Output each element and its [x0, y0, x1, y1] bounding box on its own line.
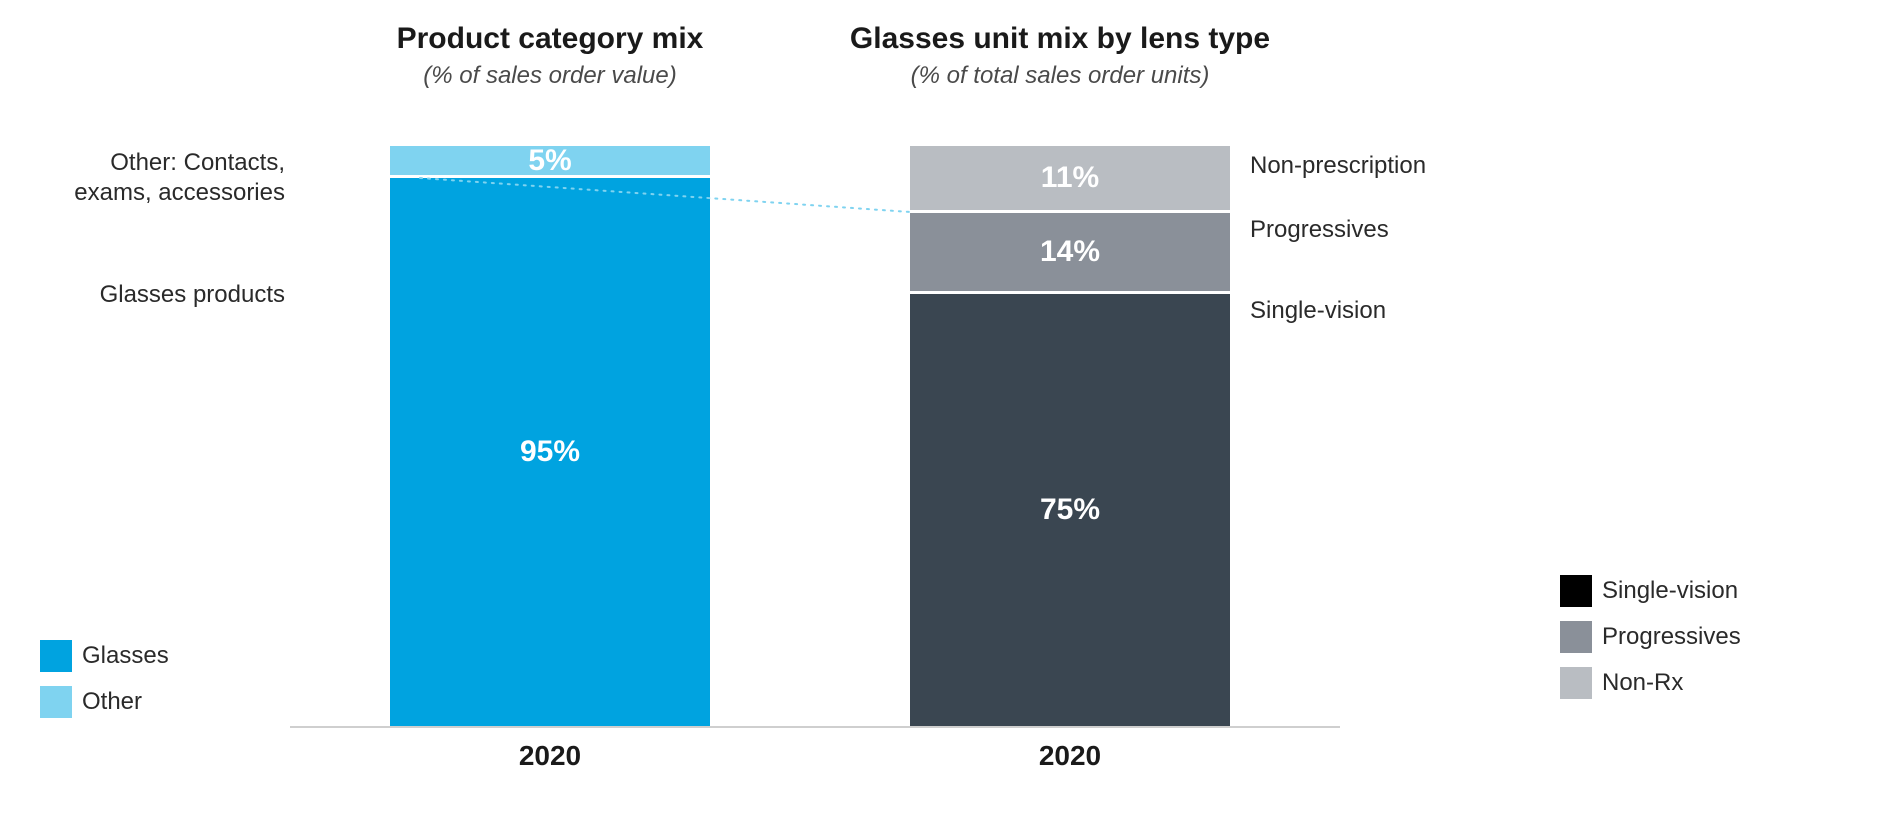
right-chart-title: Glasses unit mix by lens type: [850, 22, 1270, 56]
legend-right-item-1: Progressives: [1560, 621, 1741, 653]
right-seg-single_vision: 75%: [910, 291, 1230, 726]
legend-right-label-0: Single-vision: [1602, 577, 1738, 605]
left-category-label-1: Glasses products: [25, 280, 285, 310]
right-category-label-1: Progressives: [1250, 216, 1389, 244]
legend-right-label-1: Progressives: [1602, 623, 1741, 651]
right-bar: 75%14%11%: [910, 146, 1230, 726]
right-chart-subtitle: (% of total sales order units): [911, 62, 1210, 90]
left-x-label: 2020: [390, 740, 710, 772]
plot-area: 95%5%202075%14%11%2020: [290, 148, 1340, 728]
right-chart-titles: Glasses unit mix by lens type (% of tota…: [780, 22, 1340, 90]
left-bar: 95%5%: [390, 146, 710, 726]
legend-left-label-1: Other: [82, 688, 142, 716]
legend-left-swatch-1: [40, 686, 72, 718]
right-x-label: 2020: [910, 740, 1230, 772]
legend-right: Single-vision Progressives Non-Rx: [1560, 575, 1741, 699]
right-seg-progressives: 14%: [910, 210, 1230, 291]
left-seg-other: 5%: [390, 146, 710, 175]
left-chart-subtitle: (% of sales order value): [423, 62, 676, 90]
legend-right-item-0: Single-vision: [1560, 575, 1741, 607]
right-category-label-0: Non-prescription: [1250, 152, 1426, 180]
left-chart-title: Product category mix: [397, 22, 704, 56]
left-category-label-0: Other: Contacts,exams, accessories: [25, 148, 285, 208]
legend-left-swatch-0: [40, 640, 72, 672]
right-seg-non_rx: 11%: [910, 146, 1230, 210]
legend-right-swatch-2: [1560, 667, 1592, 699]
legend-left-label-0: Glasses: [82, 642, 169, 670]
legend-left: Glasses Other: [40, 640, 169, 718]
right-category-label-2: Single-vision: [1250, 297, 1386, 325]
legend-right-swatch-0: [1560, 575, 1592, 607]
left-seg-glasses: 95%: [390, 175, 710, 726]
dual-stacked-bar-chart: Product category mix (% of sales order v…: [0, 0, 1877, 836]
legend-right-swatch-1: [1560, 621, 1592, 653]
left-chart-titles: Product category mix (% of sales order v…: [300, 22, 800, 90]
legend-right-item-2: Non-Rx: [1560, 667, 1741, 699]
legend-right-label-2: Non-Rx: [1602, 669, 1683, 697]
legend-left-item-1: Other: [40, 686, 169, 718]
legend-left-item-0: Glasses: [40, 640, 169, 672]
